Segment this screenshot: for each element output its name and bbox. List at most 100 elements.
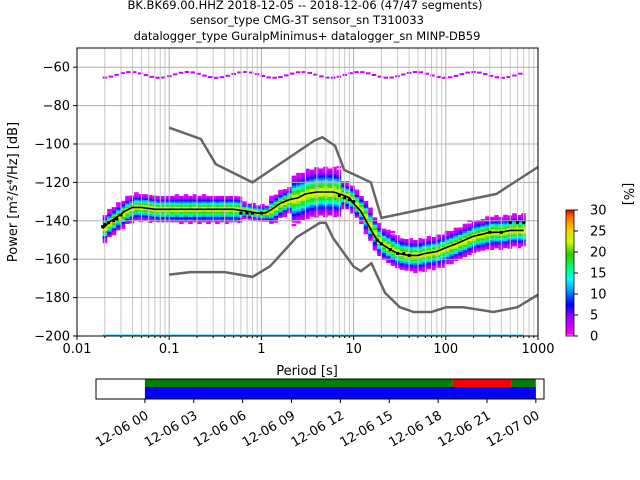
psd-bin [489,241,495,244]
psd-bin [426,246,432,249]
psd-bin [377,224,382,227]
psd-bin [215,218,220,221]
psd-bin [291,192,297,195]
psd-bin [413,262,418,265]
psd-bin [300,209,306,212]
psd-bin [377,252,382,255]
psd-bin [305,210,310,213]
psd-bin [431,243,436,247]
psd-bin [440,253,445,256]
psd-bin [408,245,414,248]
psd-bin [426,255,432,258]
psd-bin [300,212,306,215]
psd-bin [458,253,463,256]
psd-bin [242,201,247,204]
psd-bin [318,189,324,192]
psd-bin [440,251,445,255]
psd-bin [426,248,432,251]
psd-bin [296,212,301,215]
psd-bin [188,216,193,219]
psd-bin [368,217,373,221]
psd-bin [291,218,297,221]
psd-bin [399,267,405,270]
mode-marker [396,251,400,255]
psd-bin [503,226,508,229]
y-tick-label: −100 [34,138,70,153]
psd-bin [309,186,315,190]
psd-bin [485,230,490,233]
psd-bin [120,223,126,226]
psd-bin [215,202,220,205]
psd-bin [296,205,301,208]
psd-bin [273,199,279,202]
psd-bin [192,213,198,216]
mode-marker [488,230,492,234]
psd-bin [296,176,301,179]
psd-bin [188,195,193,199]
psd-bin [368,207,373,210]
psd-bin [390,241,396,244]
psd-bin [476,239,481,242]
psd-bin [444,237,450,240]
psd-bin [300,178,306,181]
psd-bin [264,205,270,208]
psd-bin [390,230,396,234]
psd-bin [327,209,333,213]
psd-bin [242,208,247,211]
psd-bin [390,263,396,266]
psd-bin [255,207,261,210]
psd-bin [372,239,378,242]
psd-bin [165,201,171,204]
psd-bin [269,209,274,212]
psd-bin [516,244,522,247]
psd-bin [188,214,193,218]
psd-bin [462,246,468,249]
psd-bin [219,197,225,200]
psd-bin [435,237,441,241]
psd-bin [233,199,238,202]
psd-bin [197,214,202,218]
psd-bin [413,260,418,263]
psd-bin [170,214,175,218]
psd-bin [503,225,508,228]
psd-bin [296,191,301,195]
psd-bin [390,243,396,246]
psd-bin [269,200,274,204]
psd-bin [332,215,337,218]
psd-bin [368,216,373,219]
psd-bin [458,251,463,254]
psd-bin [143,201,148,204]
mode-marker [259,211,263,215]
psd-bin [462,240,468,244]
psd-bin [368,212,373,215]
psd-bin [192,204,198,207]
psd-bin [192,195,198,199]
psd-bin [435,248,441,251]
psd-bin [116,209,121,212]
psd-bin [467,232,472,235]
psd-bin [264,216,270,219]
psd-bin [440,238,445,241]
psd-bin [426,256,432,259]
colorbar-tick-label: 25 [590,225,607,240]
psd-bin [488,74,494,77]
psd-bin [300,174,306,177]
coverage-frame [95,378,545,400]
psd-bin [444,251,450,254]
psd-bin [465,71,470,74]
psd-bin [107,234,112,238]
psd-bin [453,251,459,254]
psd-bin [459,73,465,76]
psd-bin [251,214,256,218]
psd-bin [359,215,364,218]
psd-bin [399,248,405,251]
psd-bin [503,240,508,243]
psd-bin [215,201,220,204]
psd-bin [332,177,337,180]
psd-bin [359,206,364,209]
psd-bin [318,182,324,185]
psd-bin [143,196,148,199]
psd-bin [386,229,391,232]
psd-bin [116,202,121,205]
